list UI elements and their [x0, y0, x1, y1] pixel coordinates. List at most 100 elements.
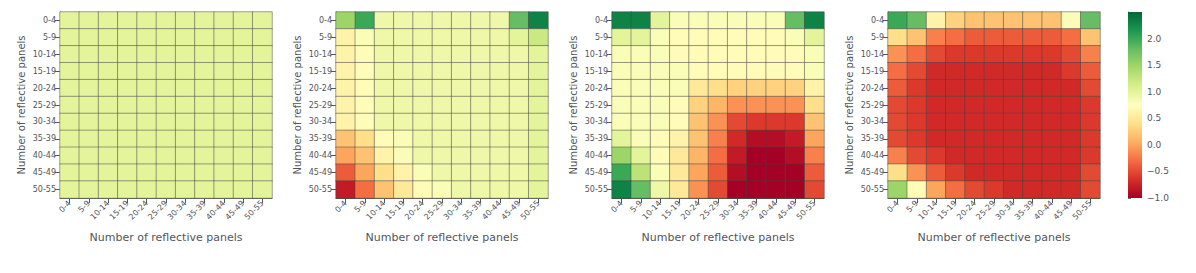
- svg-text:5-9: 5-9: [871, 33, 884, 42]
- svg-text:0-4: 0-4: [319, 16, 332, 25]
- svg-text:Number of reflective panels: Number of reflective panels: [16, 35, 27, 174]
- svg-text:15-19: 15-19: [309, 67, 332, 76]
- svg-text:5-9: 5-9: [595, 33, 608, 42]
- svg-text:45-49: 45-49: [861, 168, 884, 177]
- svg-text:10-14: 10-14: [861, 50, 884, 59]
- svg-text:15-19: 15-19: [861, 67, 884, 76]
- svg-text:5-9: 5-9: [319, 33, 332, 42]
- svg-text:45-49: 45-49: [585, 168, 608, 177]
- svg-text:50-55: 50-55: [585, 185, 608, 194]
- svg-text:25-29: 25-29: [698, 199, 721, 222]
- svg-text:0-4: 0-4: [595, 16, 608, 25]
- svg-text:Number of reflective panels: Number of reflective panels: [292, 35, 303, 174]
- svg-text:20-24: 20-24: [585, 84, 608, 93]
- svg-text:35-39: 35-39: [33, 134, 56, 143]
- svg-text:30-34: 30-34: [994, 199, 1017, 222]
- svg-text:50-55: 50-55: [243, 199, 266, 222]
- svg-text:45-49: 45-49: [500, 199, 523, 222]
- svg-text:30-34: 30-34: [585, 117, 608, 126]
- svg-text:40-44: 40-44: [33, 151, 56, 160]
- svg-text:35-39: 35-39: [461, 199, 484, 222]
- svg-text:25-29: 25-29: [974, 199, 997, 222]
- svg-text:50-55: 50-55: [33, 185, 56, 194]
- svg-text:−1.0: −1.0: [1147, 193, 1169, 203]
- svg-text:45-49: 45-49: [224, 199, 247, 222]
- svg-text:35-39: 35-39: [737, 199, 760, 222]
- svg-text:15-19: 15-19: [660, 199, 683, 222]
- svg-text:0.5: 0.5: [1147, 113, 1161, 123]
- svg-text:40-44: 40-44: [480, 199, 503, 222]
- svg-text:20-24: 20-24: [679, 199, 702, 222]
- svg-text:40-44: 40-44: [861, 151, 884, 160]
- svg-text:1.5: 1.5: [1147, 60, 1161, 70]
- svg-text:Number of reflective panels: Number of reflective panels: [844, 35, 855, 174]
- svg-text:0-4: 0-4: [333, 199, 349, 215]
- svg-text:10-14: 10-14: [365, 199, 388, 222]
- svg-text:10-14: 10-14: [641, 199, 664, 222]
- svg-text:0-4: 0-4: [609, 199, 625, 215]
- svg-text:Number of reflective panels: Number of reflective panels: [568, 35, 579, 174]
- svg-text:45-49: 45-49: [309, 168, 332, 177]
- svg-text:0-4: 0-4: [871, 16, 884, 25]
- svg-text:25-29: 25-29: [585, 101, 608, 110]
- svg-text:30-34: 30-34: [442, 199, 465, 222]
- svg-text:40-44: 40-44: [309, 151, 332, 160]
- svg-text:1.0: 1.0: [1147, 87, 1162, 97]
- svg-text:45-49: 45-49: [776, 199, 799, 222]
- svg-text:0.0: 0.0: [1147, 140, 1162, 150]
- svg-text:0-4: 0-4: [885, 199, 901, 215]
- svg-text:25-29: 25-29: [33, 101, 56, 110]
- svg-text:35-39: 35-39: [585, 134, 608, 143]
- svg-text:10-14: 10-14: [585, 50, 608, 59]
- svg-text:−0.5: −0.5: [1147, 166, 1169, 176]
- svg-text:45-49: 45-49: [1052, 199, 1075, 222]
- svg-text:15-19: 15-19: [384, 199, 407, 222]
- svg-text:50-55: 50-55: [795, 199, 818, 222]
- svg-text:5-9: 5-9: [77, 199, 93, 215]
- svg-text:25-29: 25-29: [422, 199, 445, 222]
- svg-text:0-4: 0-4: [43, 16, 56, 25]
- svg-text:25-29: 25-29: [146, 199, 169, 222]
- svg-text:35-39: 35-39: [861, 134, 884, 143]
- svg-text:50-55: 50-55: [309, 185, 332, 194]
- svg-text:50-55: 50-55: [861, 185, 884, 194]
- svg-text:Number of reflective panels: Number of reflective panels: [642, 231, 795, 244]
- svg-text:15-19: 15-19: [585, 67, 608, 76]
- svg-text:20-24: 20-24: [861, 84, 884, 93]
- svg-text:20-24: 20-24: [33, 84, 56, 93]
- svg-text:30-34: 30-34: [309, 117, 332, 126]
- svg-text:5-9: 5-9: [629, 199, 645, 215]
- svg-text:2.0: 2.0: [1147, 34, 1162, 44]
- svg-text:15-19: 15-19: [33, 67, 56, 76]
- svg-text:25-29: 25-29: [309, 101, 332, 110]
- svg-text:5-9: 5-9: [353, 199, 369, 215]
- svg-text:50-55: 50-55: [1071, 199, 1094, 222]
- svg-text:30-34: 30-34: [861, 117, 884, 126]
- svg-text:5-9: 5-9: [905, 199, 921, 215]
- svg-text:30-34: 30-34: [166, 199, 189, 222]
- svg-text:30-34: 30-34: [33, 117, 56, 126]
- svg-text:0-4: 0-4: [57, 199, 73, 215]
- svg-text:40-44: 40-44: [1032, 199, 1055, 222]
- svg-text:10-14: 10-14: [33, 50, 56, 59]
- svg-text:15-19: 15-19: [108, 199, 131, 222]
- svg-text:10-14: 10-14: [89, 199, 112, 222]
- svg-text:20-24: 20-24: [127, 199, 150, 222]
- svg-text:Number of reflective panels: Number of reflective panels: [366, 231, 519, 244]
- svg-text:30-34: 30-34: [718, 199, 741, 222]
- svg-text:35-39: 35-39: [1013, 199, 1036, 222]
- svg-text:10-14: 10-14: [309, 50, 332, 59]
- svg-text:Number of reflective panels: Number of reflective panels: [90, 231, 243, 244]
- svg-text:20-24: 20-24: [955, 199, 978, 222]
- svg-text:25-29: 25-29: [861, 101, 884, 110]
- svg-text:20-24: 20-24: [309, 84, 332, 93]
- svg-text:10-14: 10-14: [917, 199, 940, 222]
- svg-text:35-39: 35-39: [185, 199, 208, 222]
- svg-text:15-19: 15-19: [936, 199, 959, 222]
- svg-text:20-24: 20-24: [403, 199, 426, 222]
- svg-text:40-44: 40-44: [585, 151, 608, 160]
- svg-text:Number of reflective panels: Number of reflective panels: [918, 231, 1071, 244]
- svg-text:40-44: 40-44: [204, 199, 227, 222]
- svg-text:40-44: 40-44: [756, 199, 779, 222]
- svg-text:35-39: 35-39: [309, 134, 332, 143]
